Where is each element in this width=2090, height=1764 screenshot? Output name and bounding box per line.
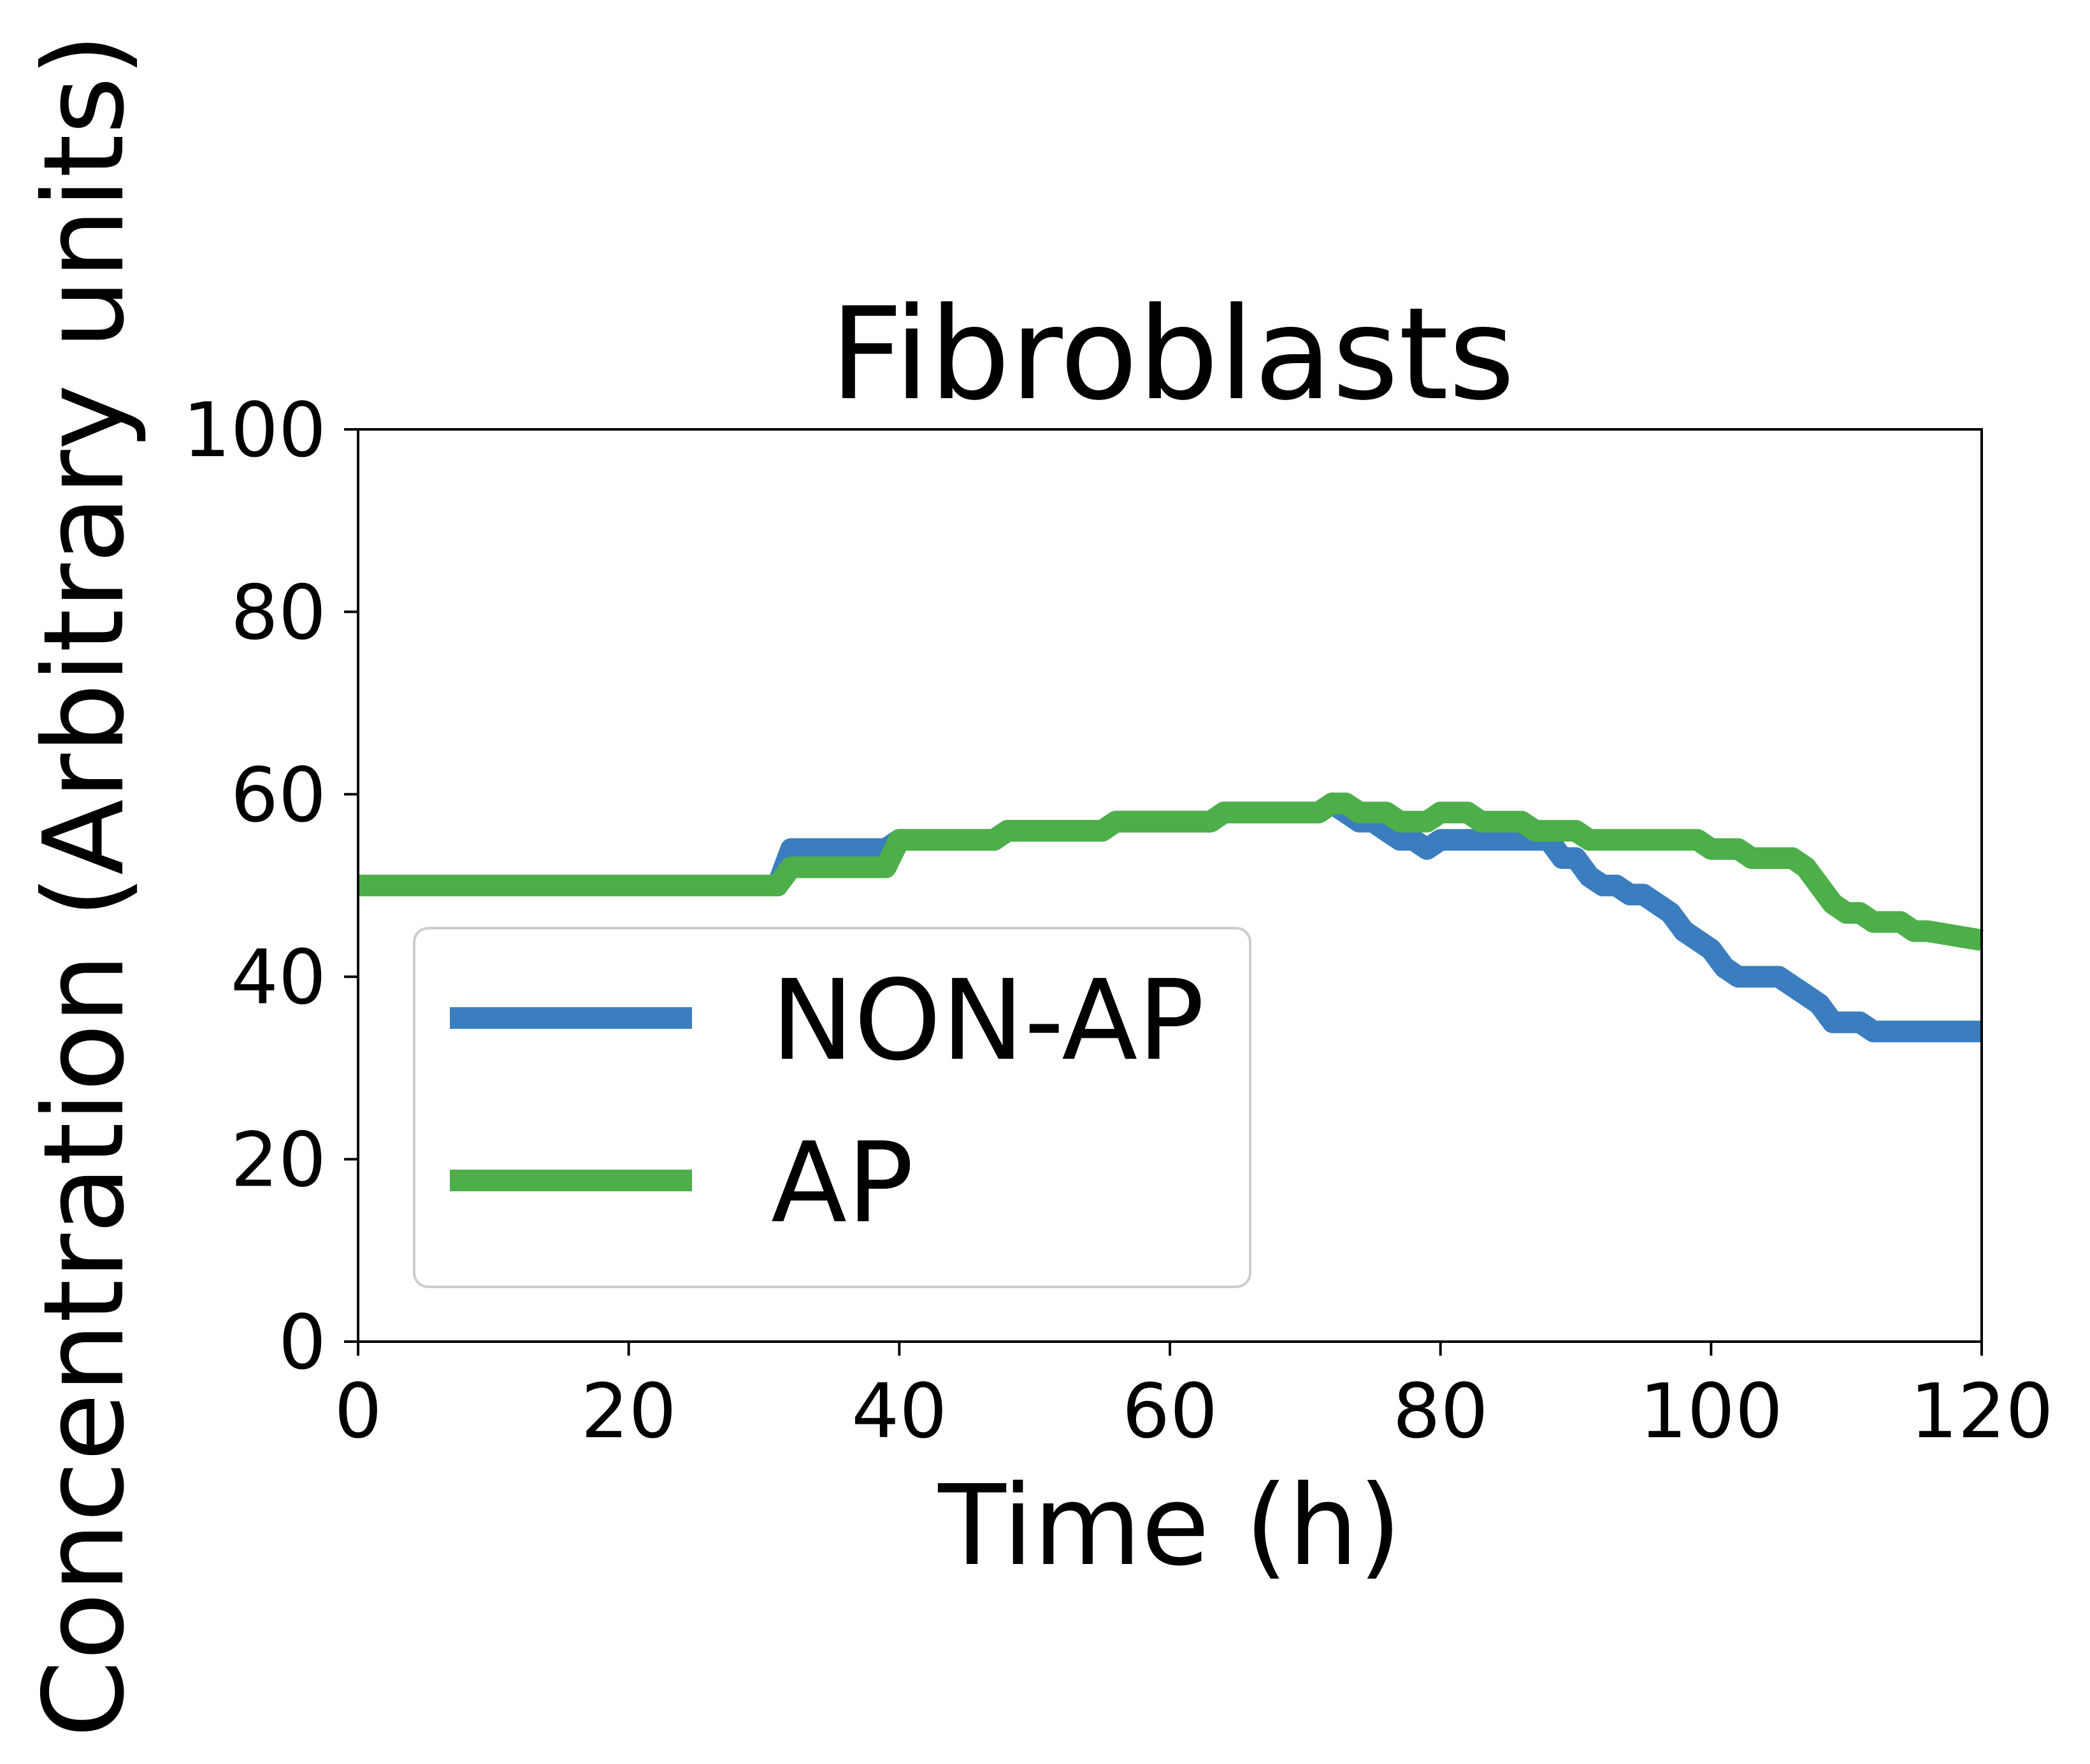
x-tick-label: 0: [334, 1367, 382, 1455]
series-line-ap: [358, 792, 1984, 951]
y-tick-label: 100: [183, 386, 326, 474]
y-tick-label: 80: [231, 568, 326, 656]
x-tick-label: 80: [1393, 1367, 1488, 1455]
x-tick-label: 60: [1122, 1367, 1218, 1455]
y-tick-label: 60: [231, 751, 326, 839]
x-axis: 0 20 40 60 80 100 120: [334, 1342, 2054, 1455]
y-tick-label: 20: [231, 1116, 326, 1204]
series-layer: [358, 792, 1984, 1043]
y-tick-label: 0: [278, 1298, 326, 1386]
legend: NON-AP AP: [413, 927, 1251, 1288]
x-tick-label: 40: [851, 1367, 947, 1455]
legend-label-ap: AP: [771, 1119, 914, 1248]
y-axis: 0 20 40 60 80 100: [183, 386, 358, 1386]
x-tick-label: 120: [1910, 1367, 2053, 1455]
legend-label-non-ap: NON-AP: [771, 956, 1204, 1086]
x-tick-label: 20: [581, 1367, 677, 1455]
x-tick-label: 100: [1640, 1367, 1783, 1455]
y-tick-label: 40: [231, 933, 326, 1021]
x-axis-label: Time (h): [937, 1461, 1401, 1591]
chart-title: Fibroblasts: [830, 280, 1515, 429]
y-axis-label: Concentration (Arbitrary units): [20, 33, 149, 1737]
